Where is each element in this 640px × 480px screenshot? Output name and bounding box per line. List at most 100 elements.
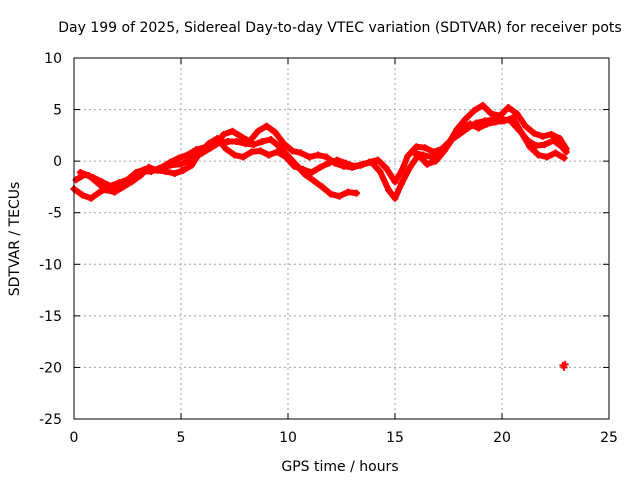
data-series (70, 101, 570, 371)
data-point (205, 140, 213, 148)
data-point (500, 117, 508, 125)
data-point (342, 159, 350, 167)
data-point (543, 153, 551, 161)
data-point (136, 172, 144, 180)
data-point (530, 129, 538, 137)
data-point (254, 127, 262, 135)
data-point (288, 147, 296, 155)
data-point (310, 177, 318, 185)
data-point (316, 163, 324, 171)
data-point (532, 142, 540, 150)
data-point (224, 138, 232, 146)
x-tick-label: 5 (177, 430, 186, 446)
data-point (248, 148, 256, 156)
y-tick-label: 10 (44, 51, 62, 67)
data-point (290, 162, 298, 170)
data-point (352, 189, 360, 197)
data-point (406, 163, 414, 171)
data-point (374, 156, 382, 164)
data-point (297, 149, 305, 157)
series-line (77, 114, 568, 202)
data-point (470, 107, 478, 115)
data-point (128, 178, 136, 186)
data-point (504, 104, 512, 112)
data-point (115, 179, 123, 187)
data-point (522, 122, 530, 130)
series-trace-d (410, 101, 570, 161)
data-point (423, 160, 431, 168)
data-point (145, 163, 153, 171)
data-point (233, 138, 241, 146)
data-point (445, 140, 452, 148)
data-point (547, 130, 555, 138)
y-tick-label: 0 (53, 154, 62, 170)
data-point (265, 151, 273, 159)
chart-title: Day 199 of 2025, Sidereal Day-to-day VTE… (58, 20, 621, 36)
data-point (335, 192, 343, 200)
data-point (397, 180, 405, 188)
data-point (76, 168, 84, 176)
data-point (410, 149, 418, 157)
data-point (421, 144, 429, 152)
y-tick-label: -20 (39, 360, 62, 376)
data-point (171, 170, 179, 178)
plot-border (73, 57, 610, 420)
data-point (250, 141, 258, 149)
data-point (153, 166, 161, 174)
data-point (526, 143, 534, 151)
data-point (94, 179, 102, 187)
data-point (267, 135, 275, 143)
data-point (539, 132, 547, 140)
data-point (487, 110, 495, 118)
data-point (552, 149, 559, 157)
x-axis-label: GPS time / hours (281, 459, 398, 475)
data-point (85, 172, 93, 180)
data-point (237, 132, 245, 140)
data-point (282, 153, 290, 161)
data-point (509, 114, 517, 122)
data-point (350, 162, 358, 170)
x-tick-label: 10 (279, 430, 297, 446)
data-point (188, 161, 196, 169)
data-point (96, 188, 104, 196)
data-point (239, 153, 247, 161)
data-point (213, 134, 221, 142)
data-point (391, 194, 399, 202)
data-point (275, 143, 283, 151)
data-point (344, 188, 352, 196)
data-point (397, 167, 405, 175)
data-point (79, 191, 87, 199)
data-point (314, 151, 322, 159)
data-point (263, 122, 271, 130)
data-point (222, 145, 230, 153)
y-tick-label: -15 (39, 309, 62, 325)
data-point (132, 168, 140, 176)
data-point (333, 156, 341, 164)
data-point (382, 164, 390, 172)
data-point (305, 153, 313, 161)
data-point (119, 183, 127, 191)
y-tick-label: -5 (48, 206, 62, 222)
y-tick-label: 5 (53, 103, 62, 119)
data-point (541, 141, 549, 149)
data-point (245, 138, 253, 146)
data-point (391, 178, 399, 186)
data-point (556, 134, 564, 142)
data-point (483, 120, 491, 128)
data-point (228, 127, 236, 135)
data-point (102, 186, 110, 194)
axis-ticks (73, 57, 610, 420)
data-point (166, 158, 174, 166)
y-tick-label: -10 (39, 257, 62, 273)
data-point (231, 151, 238, 159)
y-tick-label: -25 (39, 412, 62, 428)
data-point (561, 360, 569, 368)
data-point (323, 153, 331, 161)
data-point (466, 120, 474, 128)
data-point (479, 101, 487, 109)
tick-labels: 0 5 10 15 20 25 10 5 0 -5 -10 -15 -20 -25 (39, 51, 618, 446)
data-point (273, 148, 281, 156)
data-point (419, 151, 427, 159)
data-point (179, 166, 187, 174)
